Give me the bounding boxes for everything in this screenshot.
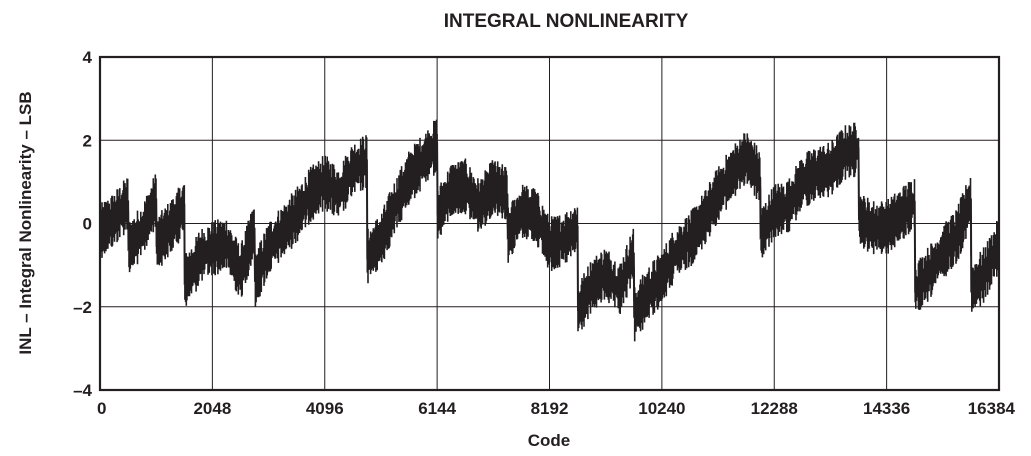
x-tick-label: 0 (97, 399, 106, 418)
y-tick-label: –2 (73, 298, 92, 317)
y-tick-labels: –4 –2 0 2 4 (73, 48, 92, 400)
x-tick-label: 12288 (751, 399, 798, 418)
y-tick-label: –4 (73, 381, 92, 400)
x-tick-labels: 0 2048 4096 6144 8192 10240 12288 14336 16384 (97, 399, 1016, 418)
x-tick-label: 6144 (418, 399, 456, 418)
x-tick-label: 10240 (638, 399, 685, 418)
x-tick-label: 16384 (968, 399, 1016, 418)
x-tick-label: 8192 (531, 399, 569, 418)
x-axis-label: Code (528, 431, 571, 450)
x-tick-label: 4096 (306, 399, 344, 418)
y-axis-label: INL – Integral Nonlinearity – LSB (16, 91, 35, 354)
plot-frame (98, 55, 1001, 392)
y-tick-label: 4 (83, 48, 93, 67)
y-tick-label: 0 (83, 215, 92, 234)
x-tick-label: 2048 (193, 399, 231, 418)
x-tick-label: 14336 (863, 399, 910, 418)
chart-title: INTEGRAL NONLINEARITY (444, 11, 689, 32)
y-tick-label: 2 (83, 131, 92, 150)
